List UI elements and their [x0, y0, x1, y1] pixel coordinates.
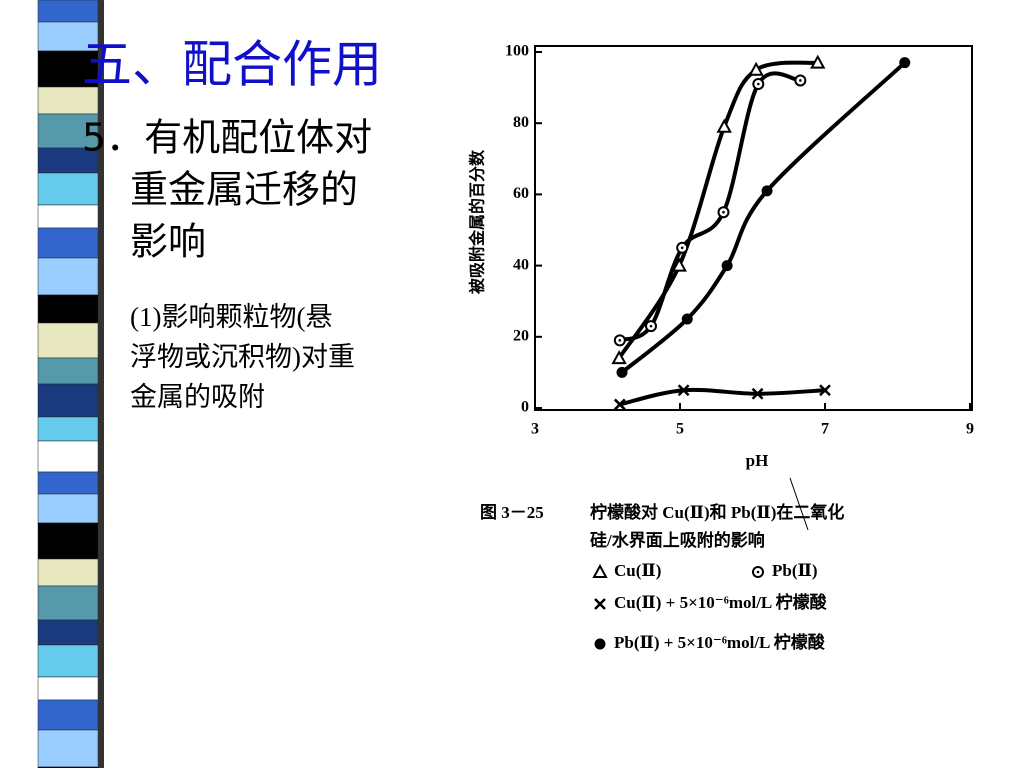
- body-line: 金属的吸附: [130, 382, 265, 412]
- figure-number: 图 3－25: [480, 503, 544, 522]
- stripe-block: [37, 585, 99, 621]
- cross-marker: [751, 387, 764, 400]
- body-line: 浮物或沉积物)对重: [130, 342, 355, 372]
- filled-circle-marker: [721, 260, 733, 272]
- cross-marker: [613, 398, 626, 411]
- x-tick-label: 9: [966, 421, 974, 438]
- stripe-block: [37, 416, 99, 442]
- stripe-block: [37, 172, 99, 206]
- stripe-block: [37, 729, 99, 768]
- plot-frame: [534, 45, 973, 411]
- filled-circle-marker: [761, 185, 773, 197]
- legend-label: Pb(Ⅱ) + 5×10⁻⁶mol/L 柠檬酸: [614, 632, 826, 652]
- body-line: (1)影响颗粒物(悬: [130, 302, 332, 332]
- stripe-block: [37, 644, 99, 678]
- stripe-block: [37, 619, 99, 646]
- cross-marker: [594, 598, 606, 610]
- filled-circle-marker: [899, 57, 911, 69]
- legend-entry: Cu(Ⅱ): [592, 561, 661, 580]
- heading-line: 重金属迁移的: [130, 168, 358, 212]
- legend-entry: Pb(Ⅱ): [752, 561, 818, 580]
- marker-dot: [722, 210, 725, 214]
- series-line: [617, 60, 820, 361]
- stripe-block: [37, 227, 99, 259]
- stripe-edge: [98, 0, 104, 768]
- filled-circle-marker: [681, 313, 693, 325]
- caption-line: 柠檬酸对 Cu(Ⅱ)和 Pb(Ⅱ)在二氧化: [590, 502, 844, 522]
- annotation-line: [789, 477, 809, 531]
- legend-label: Cu(Ⅱ): [614, 561, 661, 580]
- triangle-marker: [748, 61, 764, 76]
- stripe-block: [37, 383, 99, 418]
- triangle-marker: [810, 54, 826, 69]
- cross-marker: [819, 384, 831, 397]
- legend-label: Pb(Ⅱ): [772, 561, 818, 580]
- marker-dot: [680, 246, 684, 250]
- stripe-block: [37, 522, 99, 560]
- triangle-marker: [592, 563, 608, 578]
- x-tick-label: 7: [821, 421, 829, 438]
- stripe-block: [37, 257, 99, 296]
- stripe-block: [37, 440, 99, 473]
- marker-dot: [618, 339, 622, 342]
- heading-line: 影响: [130, 220, 206, 264]
- series-line: [620, 60, 907, 375]
- marker-dot: [757, 82, 760, 86]
- stripe-block: [37, 21, 99, 52]
- stripe-block: [37, 493, 99, 524]
- marker-dot: [799, 79, 802, 82]
- stripe-block: [37, 699, 99, 731]
- series-line: [617, 387, 827, 407]
- y-tick-label: 100: [505, 43, 529, 60]
- stripe-block: [37, 204, 99, 229]
- stripe-block: [37, 294, 99, 324]
- stripe-block: [37, 113, 99, 149]
- stripe-block: [37, 676, 99, 701]
- x-tick-label: 5: [676, 421, 684, 438]
- marker-dot: [756, 570, 760, 574]
- legend-label: Cu(Ⅱ) + 5×10⁻⁶mol/L 柠檬酸: [614, 592, 828, 612]
- y-tick-label: 0: [521, 399, 529, 416]
- stripe-block: [37, 357, 99, 385]
- x-axis-label: pH: [746, 451, 769, 470]
- x-tick-label: 3: [531, 421, 539, 438]
- y-tick-label: 40: [513, 256, 529, 273]
- caption-line: 硅/水界面上吸附的影响: [590, 530, 765, 550]
- stripe-block: [37, 0, 99, 23]
- y-tick-label: 20: [513, 327, 529, 344]
- y-axis-label: 被吸附金属的百分数: [468, 149, 487, 294]
- filled-circle-marker: [594, 638, 606, 650]
- y-tick-label: 80: [513, 114, 529, 131]
- legend-entry: Cu(Ⅱ) + 5×10⁻⁶mol/L 柠檬酸: [594, 592, 828, 612]
- stripe-block: [37, 322, 99, 359]
- decorative-stripe: [37, 0, 104, 768]
- stripe-block: [37, 147, 99, 174]
- triangle-marker: [716, 118, 732, 133]
- slide-title: 五、配合作用: [82, 36, 382, 94]
- triangle-marker: [611, 350, 627, 365]
- heading-line: 5．有机配位体对: [82, 116, 372, 160]
- stripe-block: [37, 558, 99, 587]
- y-tick-label: 60: [513, 185, 529, 202]
- stripe-block: [37, 471, 99, 495]
- legend-entry: Pb(Ⅱ) + 5×10⁻⁶mol/L 柠檬酸: [594, 632, 826, 652]
- series-line: [617, 71, 803, 343]
- cross-marker: [677, 384, 690, 397]
- filled-circle-marker: [616, 366, 628, 378]
- stripe-block: [37, 86, 99, 115]
- marker-dot: [649, 324, 653, 328]
